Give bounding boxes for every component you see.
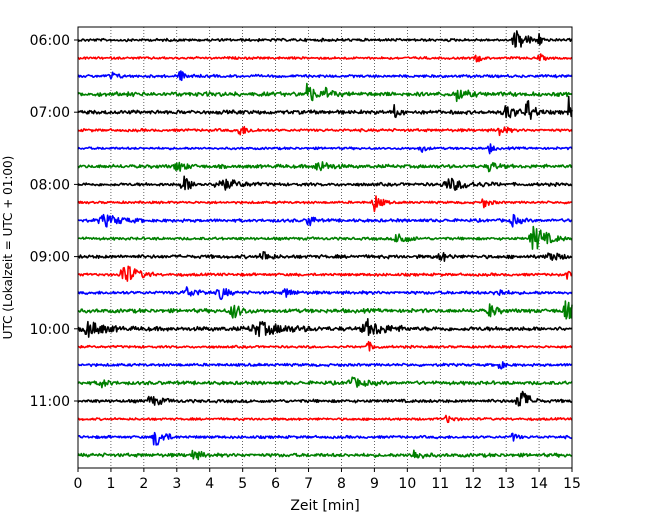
x-tick-label: 3 xyxy=(172,476,181,492)
trace-1045 xyxy=(77,376,573,389)
x-tick-label: 4 xyxy=(205,476,214,492)
trace-0830 xyxy=(77,213,573,228)
trace-0730 xyxy=(77,143,573,155)
trace-1145 xyxy=(77,449,573,461)
trace-1030 xyxy=(77,361,573,370)
trace-0700 xyxy=(77,95,573,120)
y-tick-label: 09:00 xyxy=(30,250,70,266)
trace-0800 xyxy=(77,175,573,191)
trace-0715 xyxy=(77,125,573,137)
x-tick-label: 2 xyxy=(139,476,148,492)
trace-0645 xyxy=(77,82,573,103)
x-tick-label: 13 xyxy=(497,476,515,492)
trace-0815 xyxy=(77,195,573,213)
trace-0630 xyxy=(77,70,573,82)
x-tick-label: 10 xyxy=(398,476,416,492)
x-axis-title: Zeit [min] xyxy=(290,498,359,514)
x-tick-label: 6 xyxy=(271,476,280,492)
plot-frame xyxy=(77,26,573,469)
y-tick-label: 08:00 xyxy=(30,177,70,193)
trace-0930 xyxy=(77,286,573,301)
x-tick-label: 8 xyxy=(337,476,346,492)
trace-0945 xyxy=(77,300,573,320)
trace-1000 xyxy=(77,318,573,338)
x-tick-label: 1 xyxy=(106,476,115,492)
trace-0745 xyxy=(77,161,573,173)
x-tick-label: 12 xyxy=(464,476,482,492)
trace-1015 xyxy=(77,340,573,352)
trace-0615 xyxy=(77,53,573,63)
y-tick-label: 10:00 xyxy=(30,322,70,338)
x-tick-label: 9 xyxy=(370,476,379,492)
x-tick-label: 0 xyxy=(74,476,83,492)
y-axis-title: UTC (Lokalzeit = UTC + 01:00) xyxy=(1,156,15,340)
trace-0915 xyxy=(77,265,573,282)
x-axis: 0 1 2 3 4 5 6 7 8 9 10 11 12 13 14 15 xyxy=(74,468,581,492)
x-tick-label: 5 xyxy=(238,476,247,492)
trace-1130 xyxy=(78,431,573,446)
trace-0600 xyxy=(77,30,573,48)
y-axis: 06:00 07:00 08:00 09:00 10:00 11:00 xyxy=(30,33,78,410)
trace-1100 xyxy=(77,390,573,407)
x-tick-label: 11 xyxy=(431,476,449,492)
x-tick-label: 15 xyxy=(563,476,581,492)
x-tick-label: 7 xyxy=(304,476,313,492)
y-tick-label: 06:00 xyxy=(30,33,70,49)
traces xyxy=(77,30,573,461)
y-tick-label: 07:00 xyxy=(30,105,70,121)
trace-1115 xyxy=(77,414,573,424)
trace-0845 xyxy=(77,225,573,250)
x-tick-label: 14 xyxy=(530,476,548,492)
y-tick-label: 11:00 xyxy=(30,394,70,410)
trace-0900 xyxy=(77,251,573,262)
